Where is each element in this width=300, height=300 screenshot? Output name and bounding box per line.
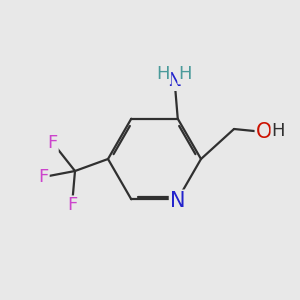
Text: N: N: [170, 191, 185, 211]
Text: H: H: [157, 65, 170, 83]
Text: F: F: [38, 168, 49, 186]
Text: N: N: [167, 71, 182, 90]
Text: F: F: [67, 196, 77, 214]
Text: H: H: [272, 122, 285, 140]
Text: F: F: [47, 134, 58, 152]
Text: H: H: [178, 65, 192, 83]
Text: O: O: [256, 122, 272, 142]
